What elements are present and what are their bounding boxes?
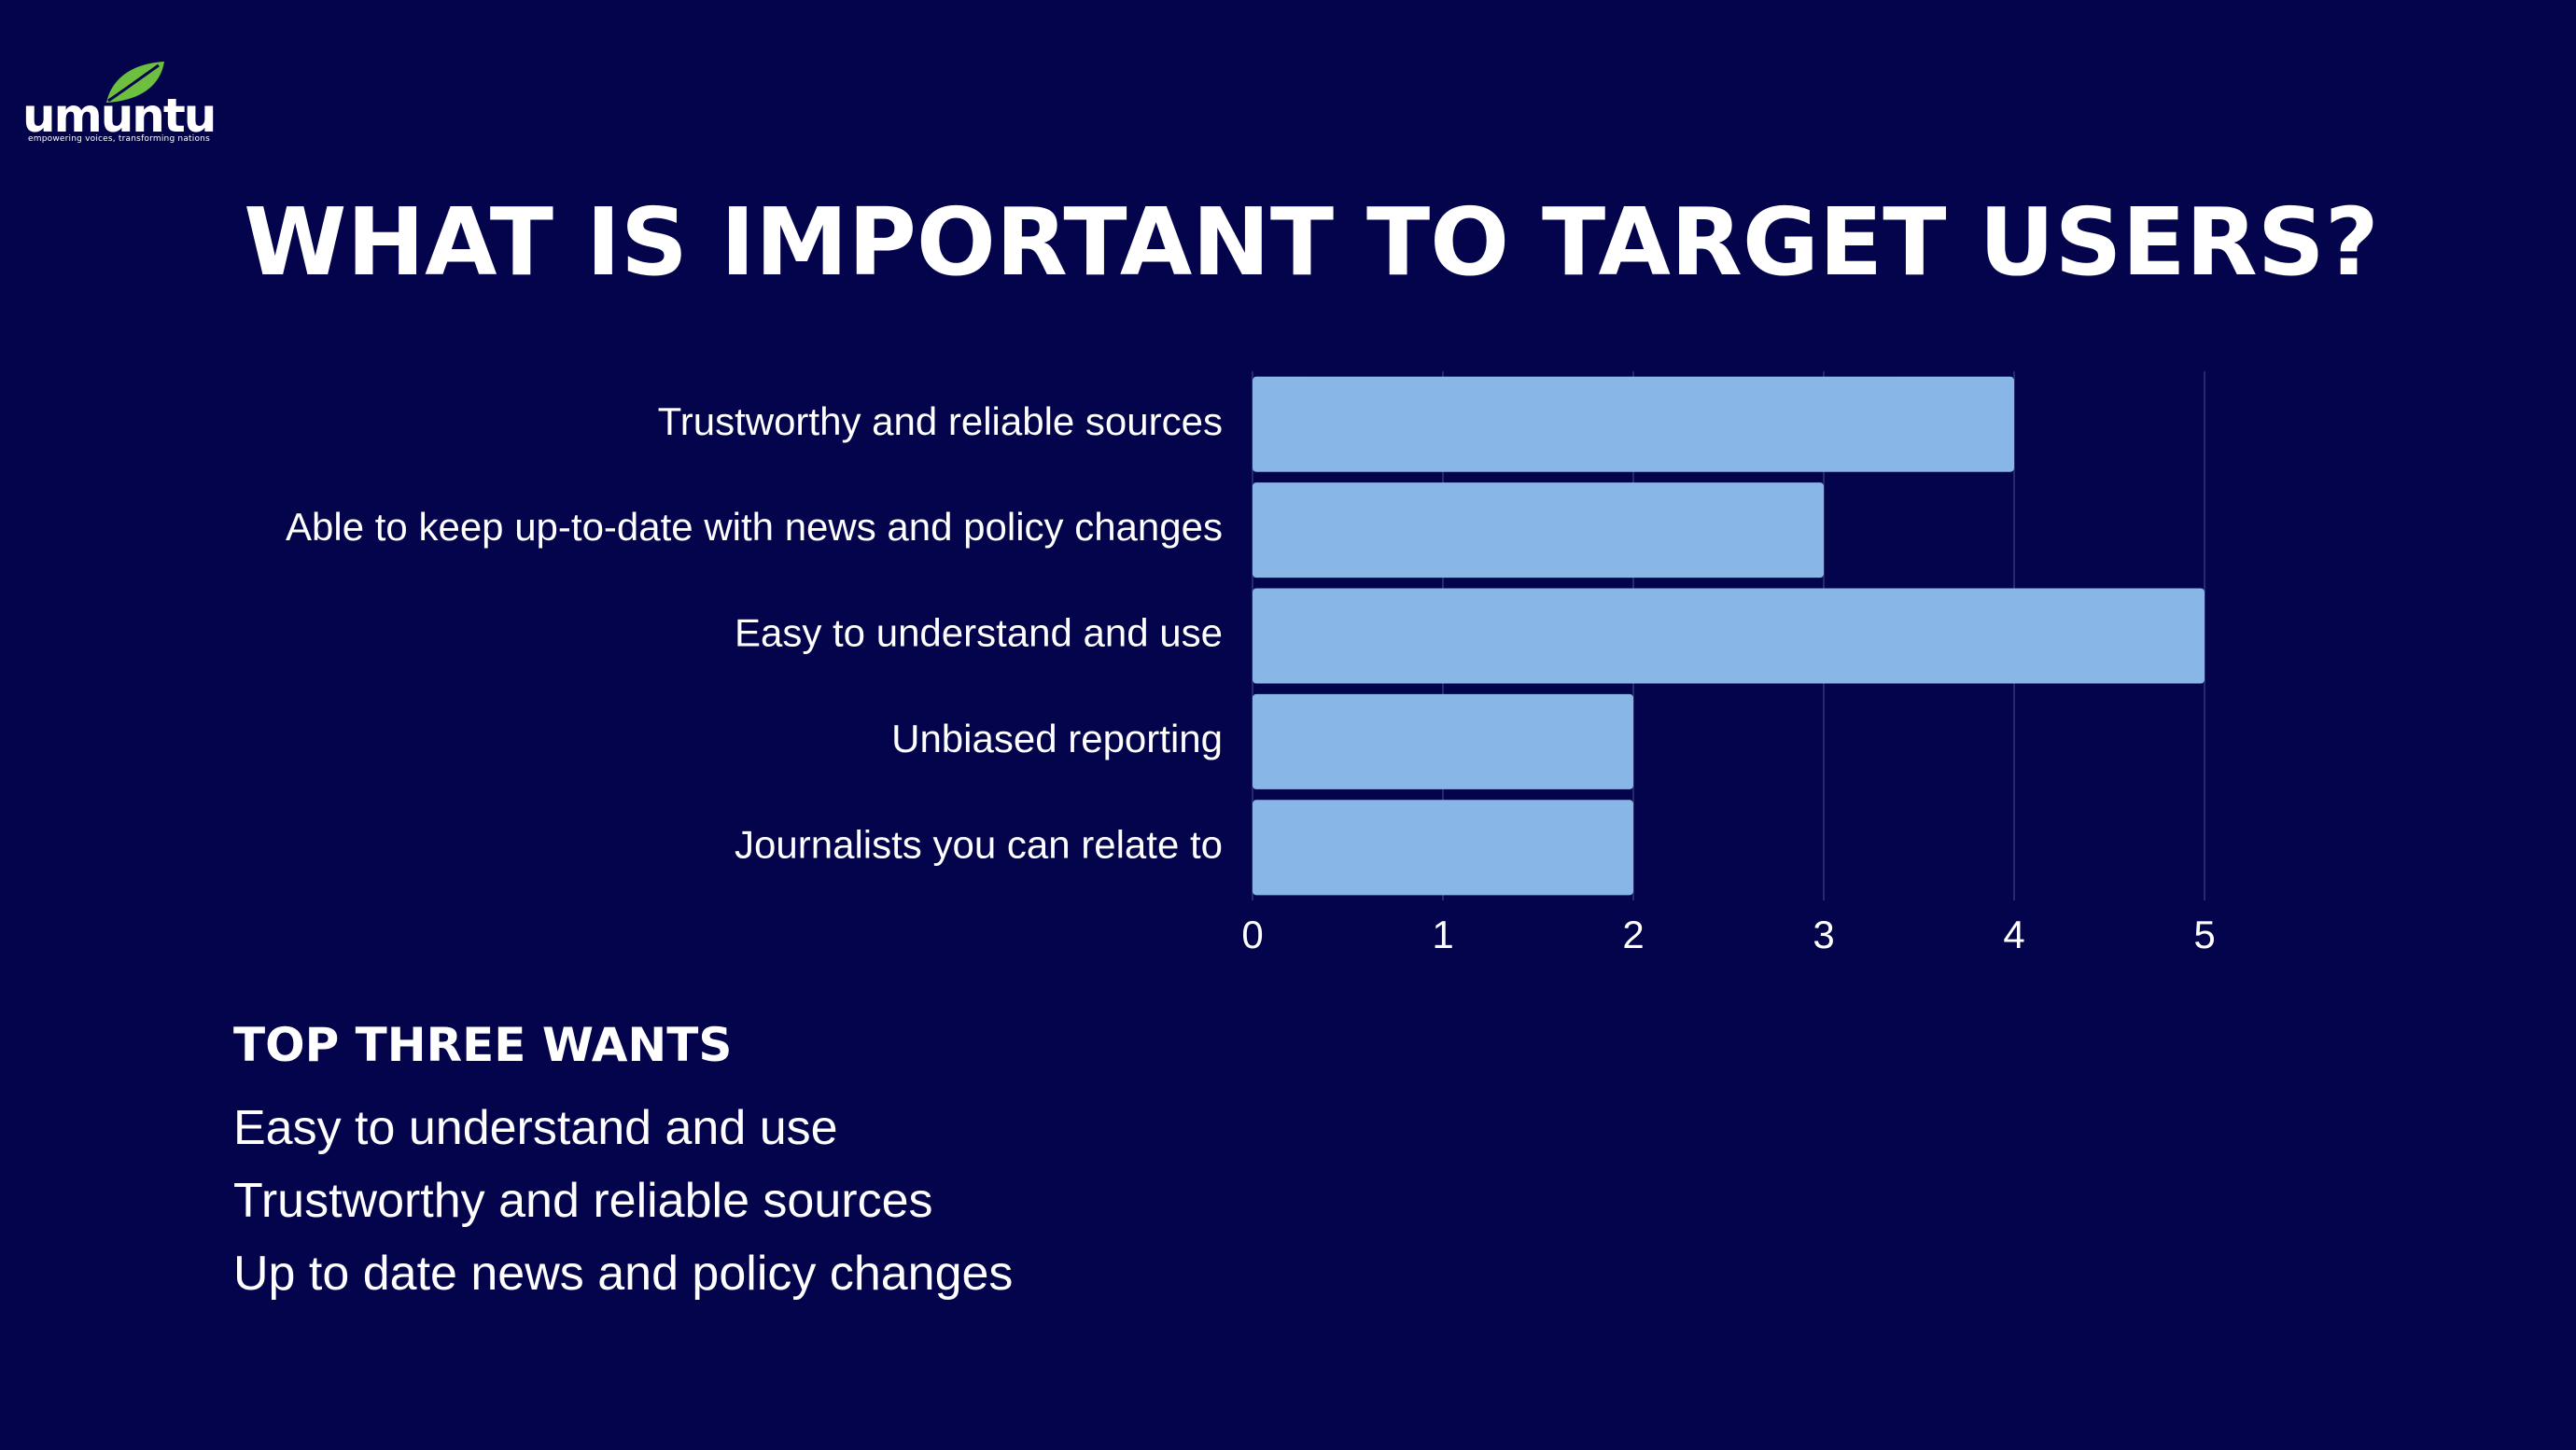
- umuntu-logo: umuntu empowering voices, transforming n…: [22, 60, 228, 153]
- category-label: Trustworthy and reliable sources: [658, 399, 1223, 443]
- page-title: WHAT IS IMPORTANT TO TARGET USERS?: [244, 188, 2379, 297]
- x-tick-label: 5: [2193, 913, 2215, 956]
- summary-list: Easy to understand and use Trustworthy a…: [233, 1092, 1013, 1310]
- leaf-icon: [106, 62, 164, 103]
- category-label: Unbiased reporting: [891, 717, 1223, 760]
- x-tick-label: 3: [1813, 913, 1834, 956]
- x-tick-label: 1: [1432, 913, 1453, 956]
- logo-tagline: empowering voices, transforming nations: [28, 134, 210, 144]
- category-label: Journalists you can relate to: [735, 822, 1223, 866]
- summary-heading: TOP THREE WANTS: [233, 1018, 733, 1072]
- bar: [1253, 482, 1824, 579]
- bar: [1253, 693, 1633, 789]
- summary-item: Up to date news and policy changes: [233, 1247, 1014, 1301]
- category-label: Able to keep up-to-date with news and po…: [286, 505, 1223, 549]
- bar: [1253, 800, 1633, 896]
- summary-item: Trustworthy and reliable sources: [233, 1174, 933, 1228]
- x-tick-label: 0: [1241, 913, 1263, 956]
- bar: [1253, 588, 2205, 684]
- logo-wordmark: umuntu: [22, 89, 217, 143]
- category-label: Easy to understand and use: [735, 611, 1223, 655]
- x-tick-label: 4: [2003, 913, 2024, 956]
- x-tick-label: 2: [1622, 913, 1644, 956]
- summary-item: Easy to understand and use: [233, 1101, 838, 1155]
- bar: [1253, 376, 2014, 472]
